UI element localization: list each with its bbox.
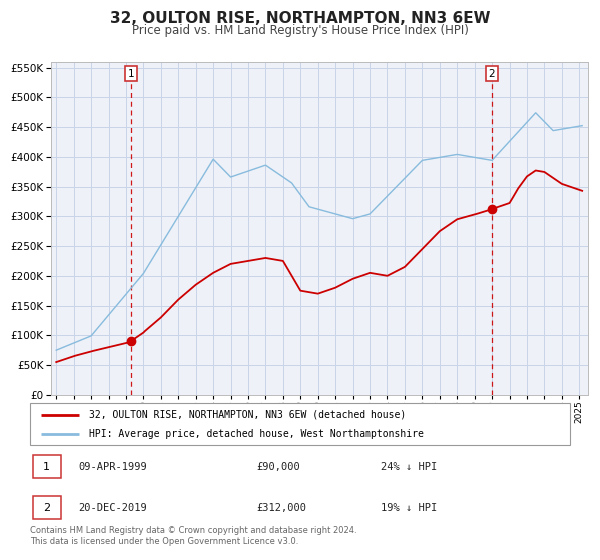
Text: 24% ↓ HPI: 24% ↓ HPI — [381, 462, 437, 472]
Bar — [33, 496, 61, 519]
Text: 32, OULTON RISE, NORTHAMPTON, NN3 6EW (detached house): 32, OULTON RISE, NORTHAMPTON, NN3 6EW (d… — [89, 409, 407, 419]
Text: HPI: Average price, detached house, West Northamptonshire: HPI: Average price, detached house, West… — [89, 429, 424, 439]
Text: 19% ↓ HPI: 19% ↓ HPI — [381, 502, 437, 512]
Text: £312,000: £312,000 — [257, 502, 307, 512]
Text: 09-APR-1999: 09-APR-1999 — [79, 462, 148, 472]
Text: Price paid vs. HM Land Registry's House Price Index (HPI): Price paid vs. HM Land Registry's House … — [131, 24, 469, 36]
Text: 32, OULTON RISE, NORTHAMPTON, NN3 6EW: 32, OULTON RISE, NORTHAMPTON, NN3 6EW — [110, 11, 490, 26]
Text: 1: 1 — [43, 462, 50, 472]
Text: £90,000: £90,000 — [257, 462, 301, 472]
Text: 2: 2 — [488, 68, 495, 78]
Text: 20-DEC-2019: 20-DEC-2019 — [79, 502, 148, 512]
Bar — [33, 455, 61, 478]
Text: 1: 1 — [127, 68, 134, 78]
Text: Contains HM Land Registry data © Crown copyright and database right 2024.
This d: Contains HM Land Registry data © Crown c… — [30, 526, 356, 546]
Text: 2: 2 — [43, 502, 50, 512]
